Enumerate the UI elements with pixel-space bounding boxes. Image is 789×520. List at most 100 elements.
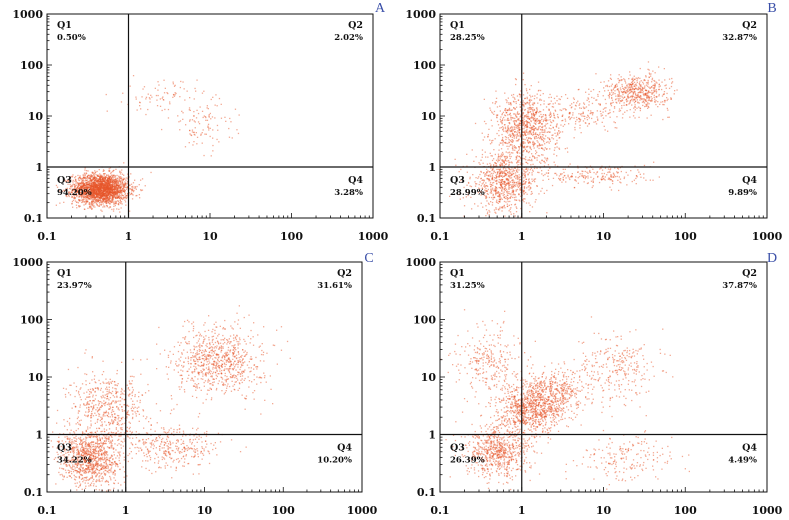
event-cluster [585, 61, 678, 121]
quadrant-name: Q1 [57, 20, 72, 31]
x-tick-label: 100 [674, 504, 697, 517]
event-cluster [565, 424, 690, 490]
x-tick-label: 1 [122, 504, 130, 517]
quadrant-name: Q3 [57, 443, 72, 454]
quadrant-percent: 9.89% [728, 188, 757, 198]
quadrant-percent: 31.61% [317, 281, 352, 291]
quadrant-name: Q4 [742, 443, 757, 454]
y-tick-label: 1 [428, 429, 436, 442]
x-tick-label: 1 [518, 504, 526, 517]
y-tick-label: 1 [428, 161, 436, 174]
y-tick-label: 100 [20, 59, 43, 72]
y-tick-label: 1000 [12, 8, 43, 21]
quadrant-name: Q2 [337, 268, 352, 279]
y-tick-label: 100 [413, 314, 436, 327]
x-tick-label: 1000 [358, 230, 389, 243]
event-cluster [449, 139, 548, 218]
x-tick-label: 0.1 [430, 230, 449, 243]
quadrant-name: Q2 [742, 20, 757, 31]
event-dots [449, 61, 678, 218]
quadrant-name: Q4 [348, 175, 363, 186]
x-tick-label: 1000 [347, 504, 378, 517]
y-tick-label: 10 [421, 110, 437, 123]
panel-letter: D [767, 251, 777, 266]
quadrant-percent: 4.49% [728, 456, 757, 466]
y-tick-label: 1000 [405, 256, 436, 269]
y-tick-label: 0.1 [24, 486, 43, 499]
y-tick-label: 0.1 [417, 486, 436, 499]
x-tick-label: 10 [596, 504, 612, 517]
y-tick-label: 10 [28, 371, 44, 384]
quadrant-percent: 37.87% [722, 281, 757, 291]
y-tick-label: 10 [421, 371, 437, 384]
y-tick-label: 0.1 [24, 212, 43, 225]
y-tick-label: 100 [20, 314, 43, 327]
event-cluster [146, 305, 291, 418]
panel-d: 0.1 1 10 100 1000 0.1 1 10 100 1000 Q1 31.25% Q2 37.8… [405, 251, 782, 517]
event-dots [55, 75, 240, 213]
quadrant-name: Q2 [348, 20, 363, 31]
quadrant-name: Q2 [742, 268, 757, 279]
y-tick-label: 1 [35, 429, 43, 442]
panel-letter: C [364, 251, 373, 266]
x-tick-label: 100 [272, 504, 295, 517]
y-tick-label: 1000 [405, 8, 436, 21]
quadrant-percent: 94.20% [57, 188, 92, 198]
panel-letter: B [767, 1, 776, 16]
quadrant-percent: 28.25% [450, 33, 485, 43]
event-cluster [466, 72, 580, 187]
quadrant-name: Q3 [450, 443, 465, 454]
quadrant-percent: 0.50% [57, 33, 86, 43]
event-cluster [528, 88, 637, 150]
quadrant-percent: 31.25% [450, 281, 485, 291]
event-dots [440, 309, 690, 491]
x-tick-label: 100 [674, 230, 697, 243]
event-cluster [440, 309, 536, 430]
x-tick-label: 10 [202, 230, 218, 243]
x-tick-label: 100 [280, 230, 303, 243]
x-tick-label: 0.1 [430, 504, 449, 517]
event-cluster [56, 349, 175, 458]
axis-ticks [46, 15, 370, 219]
y-tick-label: 0.1 [417, 212, 436, 225]
axis-ticks [46, 264, 359, 493]
quadrant-percent: 3.28% [334, 188, 363, 198]
x-tick-label: 1000 [752, 230, 783, 243]
axis-ticks [439, 15, 764, 219]
event-cluster [503, 160, 660, 192]
y-tick-label: 1 [35, 161, 43, 174]
y-tick-label: 10 [28, 110, 44, 123]
quadrant-name: Q3 [450, 175, 465, 186]
event-cluster [96, 424, 247, 479]
panel-letter: A [375, 1, 386, 16]
x-tick-label: 1 [518, 230, 526, 243]
quadrant-percent: 34.22% [57, 456, 92, 466]
quadrant-percent: 23.97% [57, 281, 92, 291]
x-tick-label: 0.1 [37, 230, 56, 243]
x-tick-label: 0.1 [37, 504, 56, 517]
x-tick-label: 1 [125, 230, 133, 243]
panel-c: 0.1 1 10 100 1000 0.1 1 10 100 1000 Q1 23.97% Q2 31.6… [12, 251, 377, 517]
event-cluster [47, 403, 138, 492]
y-tick-label: 1000 [12, 256, 43, 269]
x-tick-label: 10 [596, 230, 612, 243]
quadrant-percent: 10.20% [317, 456, 352, 466]
quadrant-name: Q4 [337, 443, 352, 454]
event-cluster [563, 316, 674, 432]
event-cluster [511, 360, 612, 427]
event-cluster [55, 162, 152, 213]
quadrant-percent: 26.39% [450, 456, 485, 466]
quadrant-name: Q1 [450, 20, 465, 31]
event-dots [47, 305, 291, 492]
x-tick-label: 1000 [752, 504, 783, 517]
quadrant-name: Q3 [57, 175, 72, 186]
quadrant-percent: 2.02% [334, 33, 363, 43]
panel-b: 0.1 1 10 100 1000 0.1 1 10 100 1000 Q1 28.25% Q2 32.8… [405, 1, 782, 243]
quadrant-name: Q1 [450, 268, 465, 279]
x-tick-label: 10 [197, 504, 213, 517]
event-cluster [105, 75, 217, 119]
event-cluster [161, 96, 240, 157]
quadrant-name: Q4 [742, 175, 757, 186]
quadrant-percent: 28.99% [450, 188, 485, 198]
